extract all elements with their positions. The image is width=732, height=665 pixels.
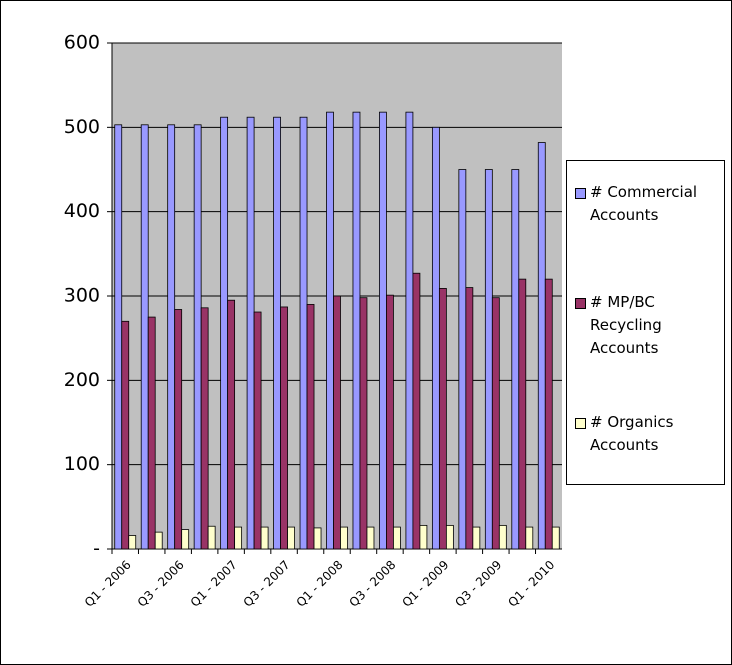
bar xyxy=(299,116,308,550)
y-tick-label: 400 xyxy=(64,200,100,222)
y-tick-label: 300 xyxy=(64,285,100,307)
y-tick-label: - xyxy=(93,538,100,560)
bar xyxy=(227,299,236,550)
bar xyxy=(326,111,334,550)
legend-swatch xyxy=(575,188,586,199)
bar xyxy=(484,169,493,550)
bar xyxy=(551,526,560,550)
bar xyxy=(273,116,281,550)
bar xyxy=(280,306,288,550)
bar xyxy=(405,111,414,550)
bar xyxy=(445,524,454,550)
bar xyxy=(472,526,481,550)
bar xyxy=(379,111,387,550)
legend-label: # Commercial Accounts xyxy=(590,183,698,224)
legend-label: # MP/BC Recycling Accounts xyxy=(590,293,662,357)
bar xyxy=(260,526,269,550)
legend-item: # MP/BC Recycling Accounts xyxy=(575,291,721,360)
y-tick-label: 500 xyxy=(64,116,100,138)
bar xyxy=(438,288,447,550)
bar xyxy=(147,316,156,550)
bar xyxy=(352,111,361,550)
legend-swatch xyxy=(575,418,586,429)
bar xyxy=(458,169,467,550)
bar xyxy=(419,524,428,550)
bar xyxy=(333,295,341,550)
bar xyxy=(193,124,202,550)
y-tick-label: 200 xyxy=(64,369,100,391)
bar xyxy=(544,278,553,550)
bar xyxy=(174,309,183,550)
bar xyxy=(287,526,295,550)
bar xyxy=(246,116,255,550)
bar xyxy=(121,320,130,550)
bar xyxy=(220,116,229,550)
bar xyxy=(525,526,534,550)
bar xyxy=(128,535,137,550)
bar xyxy=(412,272,421,550)
y-tick-label: 100 xyxy=(64,453,100,475)
bar xyxy=(200,307,209,550)
bar xyxy=(386,294,394,550)
bar xyxy=(306,304,315,550)
bar xyxy=(234,526,243,550)
bar xyxy=(253,311,262,550)
bar xyxy=(313,527,322,550)
bar xyxy=(340,526,348,550)
bar xyxy=(154,531,163,550)
legend-swatch xyxy=(575,298,586,309)
bar xyxy=(181,529,190,550)
bar xyxy=(167,124,176,550)
legend-item: # Organics Accounts xyxy=(575,411,721,457)
bar xyxy=(393,526,401,550)
legend-item: # Commercial Accounts xyxy=(575,181,721,227)
bar xyxy=(359,297,368,550)
bar xyxy=(140,124,149,550)
y-tick-label: 600 xyxy=(64,32,100,54)
legend-label: # Organics Accounts xyxy=(590,413,674,454)
bar xyxy=(431,126,440,550)
bar xyxy=(114,124,123,550)
legend: # Commercial Accounts # MP/BC Recycling A… xyxy=(566,160,725,485)
bar xyxy=(207,525,216,550)
bar xyxy=(498,524,507,550)
bar xyxy=(518,278,527,550)
bar xyxy=(537,142,546,550)
bar xyxy=(366,526,375,550)
bar xyxy=(465,287,474,550)
bar xyxy=(511,169,520,550)
bar xyxy=(491,297,500,550)
